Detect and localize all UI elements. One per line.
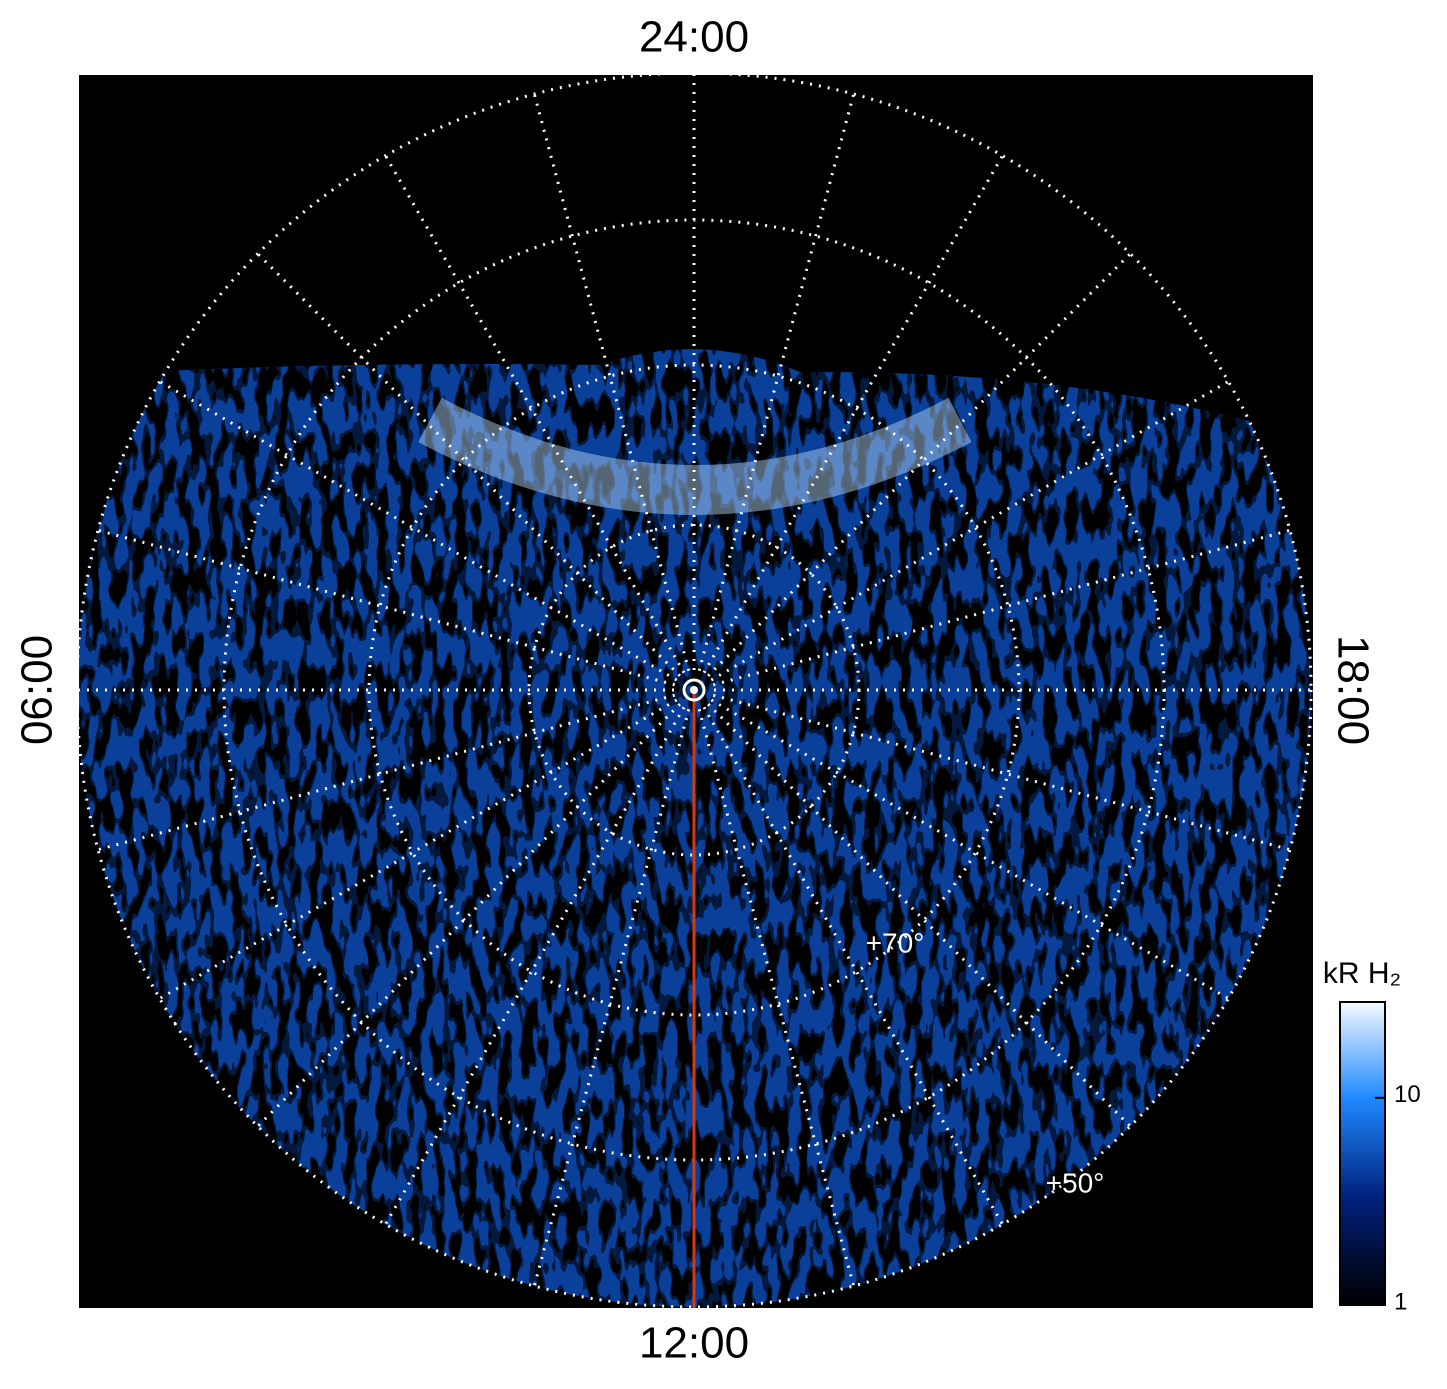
meridian — [712, 693, 1291, 852]
meridian — [158, 698, 678, 1000]
time-label: 24:00 — [639, 13, 749, 62]
colorbar-tick-label: 1 — [1394, 1288, 1407, 1315]
meridian — [256, 252, 681, 677]
meridian — [532, 708, 691, 1287]
meridian — [702, 706, 1004, 1226]
colorbar-axis: 1 10 — [1375, 1081, 1421, 1315]
meridian — [97, 693, 676, 852]
meridian — [712, 528, 1291, 687]
meridian — [256, 703, 681, 1128]
meridian — [697, 93, 856, 672]
latitude-label: +70° — [866, 927, 925, 958]
meridian — [97, 528, 676, 687]
colorbar-tick-label: 10 — [1394, 1081, 1421, 1108]
pole-marker — [690, 686, 698, 694]
latitude-label: +50° — [1046, 1167, 1105, 1198]
meridian — [384, 154, 686, 674]
time-label: 06:00 — [13, 635, 62, 745]
meridian — [707, 252, 1132, 677]
meridian — [158, 380, 678, 682]
coordinate-grid — [75, 71, 1313, 1309]
meridian — [702, 154, 1004, 674]
time-label: 12:00 — [639, 1319, 749, 1368]
time-label: 18:00 — [1328, 635, 1377, 745]
latitude-circle — [367, 363, 1021, 1017]
colorbar-label: kR H₂ — [1323, 957, 1401, 990]
meridian — [710, 698, 1230, 1000]
colorbar — [1339, 1001, 1386, 1306]
pole-marker — [682, 678, 706, 702]
meridian — [384, 706, 686, 1226]
meridian — [710, 380, 1230, 682]
latitude-circle — [75, 71, 1313, 1309]
meridian — [532, 93, 691, 672]
meridian — [697, 708, 856, 1287]
meridian — [707, 703, 1132, 1128]
